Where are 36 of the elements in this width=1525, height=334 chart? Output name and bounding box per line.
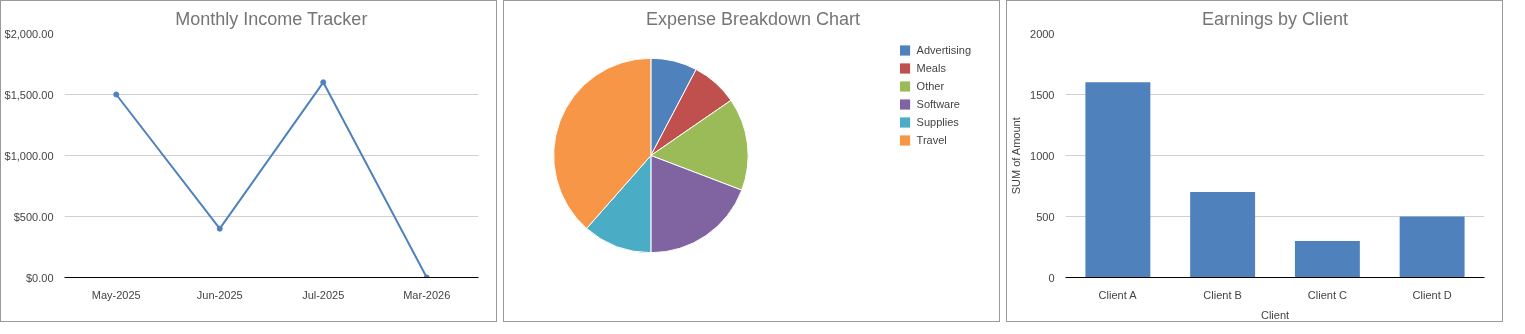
x-tick-label: May-2025 [91,288,141,301]
chart-title: Earnings by Client [1201,8,1349,29]
bar [1190,192,1256,278]
y-tick-label: 1000 [1030,149,1055,162]
y-tick-label: 500 [1036,210,1055,223]
chart-title: Monthly Income Tracker [175,8,368,29]
legend-label: Supplies [916,116,959,128]
legend-label: Advertising [916,44,971,56]
x-tick-label: Jun-2025 [196,288,243,301]
bar [1399,216,1465,278]
x-tick-label: Client D [1412,288,1452,301]
legend-label: Meals [916,62,946,74]
point [320,79,327,86]
x-tick-label: Jul-2025 [302,288,345,301]
y-tick-label: 0 [1048,271,1055,284]
legend-label: Other [916,80,945,92]
y-tick-label: $2,000.00 [4,27,54,40]
y-tick-label: $500.00 [13,210,54,223]
y-tick-label: $0.00 [25,271,54,284]
y-tick-label: 2000 [1030,27,1055,40]
x-tick-label: Client A [1098,288,1138,301]
bar [1294,240,1360,278]
chart-title: Expense Breakdown Chart [645,8,861,29]
y-tick-label: 1500 [1030,88,1055,101]
x-tick-label: Client B [1203,288,1242,301]
point [113,91,120,98]
legend-label: Travel [916,134,947,146]
y-tick-label: $1,500.00 [4,88,54,101]
legend-label: Software [916,98,960,110]
x-tick-label: Mar-2026 [403,288,451,301]
x-axis-title: Client [1260,308,1290,321]
y-axis-title: SUM of Amount [1010,117,1023,195]
y-tick-label: $1,000.00 [4,149,54,162]
bar [1085,82,1151,278]
point [216,225,223,232]
x-tick-label: Client C [1307,288,1347,301]
